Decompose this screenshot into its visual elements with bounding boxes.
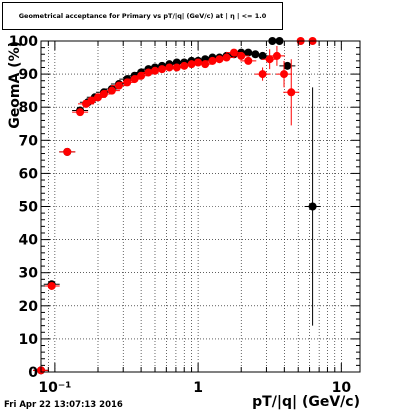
axis-tick-labels: 0 10 20 30 40 50 60 70 80 90 100 10⁻¹ 1 10 [9, 34, 352, 396]
data-point [258, 70, 267, 79]
y-tick-label: 0 [28, 365, 38, 381]
data-point [158, 65, 167, 74]
data-point [107, 86, 116, 95]
data-point [201, 60, 210, 69]
y-axis-label: GeomA (%) [7, 41, 23, 129]
y-tick-label: 40 [19, 233, 39, 249]
data-point [222, 53, 231, 62]
data-point [272, 51, 281, 60]
data-point [229, 48, 238, 57]
data-point [244, 56, 253, 65]
y-tick-label: 70 [19, 133, 39, 149]
data-point [208, 56, 217, 65]
y-tick-label: 90 [19, 67, 39, 83]
y-tick-label: 50 [19, 200, 39, 216]
data-point [251, 50, 260, 59]
series-1 [33, 37, 321, 375]
x-tick-label: 10 [332, 380, 352, 396]
data-point [93, 93, 102, 102]
data-point [99, 89, 108, 98]
data-point [137, 71, 146, 80]
data-point [258, 51, 267, 60]
data-point [150, 66, 159, 75]
y-tick-label: 60 [19, 166, 39, 182]
data-points [33, 37, 321, 375]
data-point [265, 55, 274, 64]
data-point [172, 63, 181, 72]
x-tick-label: 1 [193, 380, 203, 396]
y-tick-label: 100 [9, 34, 38, 50]
chart-title: Geometrical acceptance for Primary vs pT… [2, 2, 283, 30]
data-point [280, 70, 289, 79]
series-0 [33, 37, 321, 375]
y-tick-label: 30 [19, 266, 39, 282]
data-point [215, 55, 224, 64]
data-point [194, 58, 203, 67]
data-point [63, 147, 72, 156]
timestamp: Fri Apr 22 13:07:13 2016 [4, 400, 123, 410]
y-tick-label: 10 [19, 332, 39, 348]
data-point [287, 88, 296, 97]
data-point [244, 48, 253, 57]
x-tick-label: 10⁻¹ [38, 380, 71, 396]
data-point [87, 96, 96, 105]
data-point [114, 81, 123, 90]
data-point [76, 108, 85, 117]
data-point [283, 61, 292, 70]
y-tick-label: 80 [19, 100, 39, 116]
data-point [308, 202, 317, 211]
data-point [123, 78, 132, 87]
x-axis-label: pT/|q| (GeV/c) [252, 394, 360, 410]
data-point [180, 61, 189, 70]
data-point [237, 51, 246, 60]
data-point [47, 281, 56, 290]
y-tick-label: 20 [19, 299, 39, 315]
axis-ticks [41, 40, 360, 373]
data-point [130, 75, 139, 84]
